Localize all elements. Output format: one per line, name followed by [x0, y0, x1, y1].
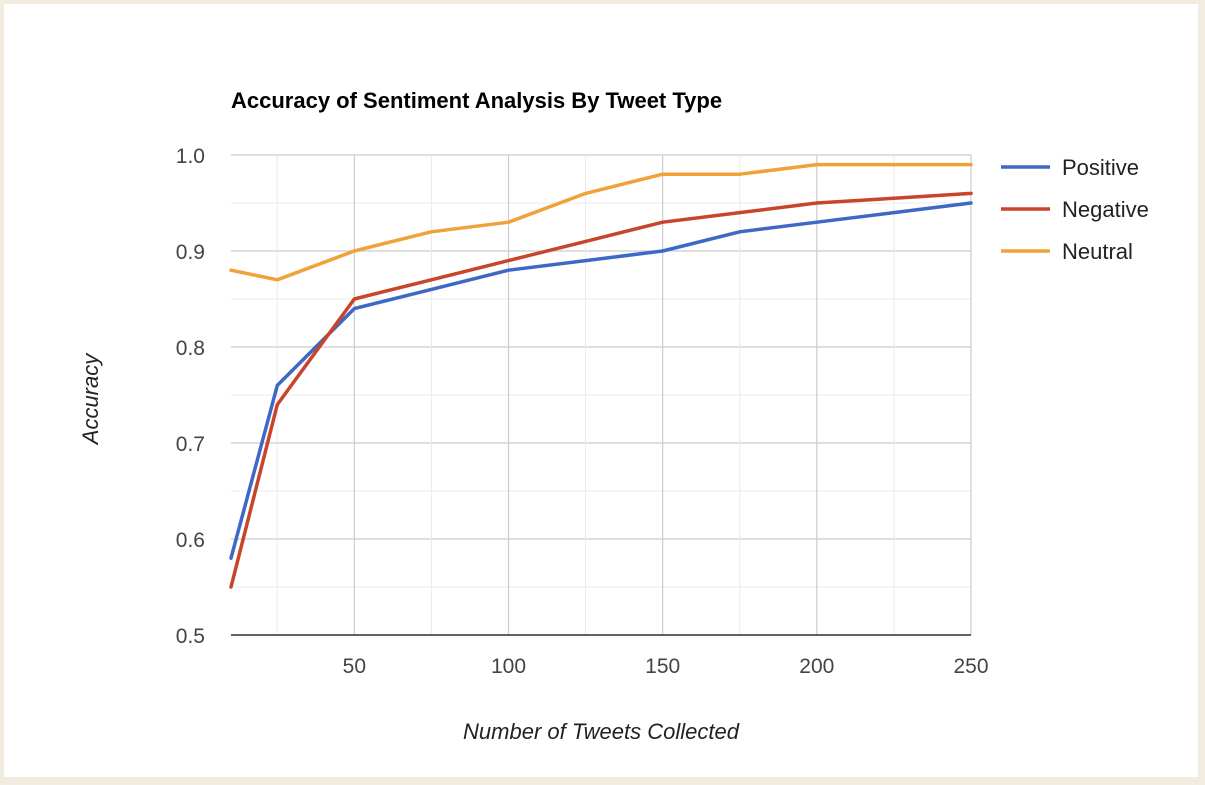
x-axis-title: Number of Tweets Collected: [463, 719, 740, 744]
y-tick-label: 0.6: [176, 529, 205, 552]
series-lines: [229, 162, 973, 589]
series-line-negative: [229, 191, 973, 589]
x-tick-label: 200: [799, 655, 834, 678]
legend-label-negative: Negative: [1062, 197, 1149, 222]
tick-labels: 0.5 0.6 0.7 0.8 0.9 1.0 50 100 150 200 250: [176, 145, 989, 678]
chart-title: Accuracy of Sentiment Analysis By Tweet …: [231, 88, 722, 113]
y-axis-title: Accuracy: [78, 352, 103, 446]
y-tick-label: 0.8: [176, 337, 205, 360]
y-tick-label: 0.9: [176, 241, 205, 264]
x-tick-label: 50: [343, 655, 366, 678]
y-tick-label: 1.0: [176, 145, 205, 168]
x-tick-label: 150: [645, 655, 680, 678]
series-line-neutral: [229, 162, 973, 282]
y-tick-label: 0.7: [176, 433, 205, 456]
line-chart: Accuracy of Sentiment Analysis By Tweet …: [78, 88, 1149, 744]
legend: Positive Negative Neutral: [1001, 155, 1149, 264]
legend-label-positive: Positive: [1062, 155, 1139, 180]
legend-label-neutral: Neutral: [1062, 239, 1133, 264]
chart-frame: Accuracy of Sentiment Analysis By Tweet …: [4, 4, 1198, 777]
x-tick-label: 250: [953, 655, 988, 678]
y-tick-label: 0.5: [176, 625, 205, 648]
x-tick-label: 100: [491, 655, 526, 678]
grid: [231, 154, 972, 636]
